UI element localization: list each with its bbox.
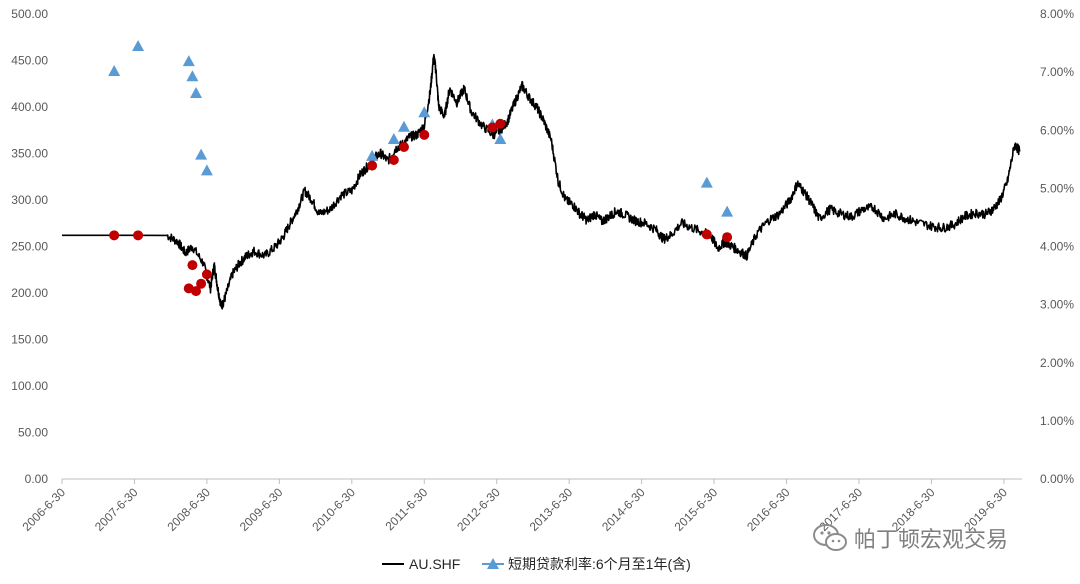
x-tick-label: 2014-6-30 [599, 485, 648, 534]
y-right-tick-label: 7.00% [1040, 65, 1074, 79]
event-marker [187, 260, 198, 271]
wechat-icon [813, 524, 847, 551]
rate-point [190, 87, 203, 99]
x-tick-label: 2015-6-30 [672, 485, 721, 534]
x-tick-label: 2009-6-30 [237, 485, 286, 534]
y-right-tick-label: 1.00% [1040, 414, 1074, 428]
y-left-tick-label: 500.00 [11, 7, 48, 21]
rate-point [195, 148, 208, 160]
x-tick-label: 2010-6-30 [309, 485, 358, 534]
x-tick-label: 2016-6-30 [744, 485, 793, 534]
y-left-tick-label: 0.00 [25, 472, 49, 486]
y-right-tick-label: 6.00% [1040, 123, 1074, 137]
rate-point [108, 64, 121, 76]
y-right-tick-label: 5.00% [1040, 181, 1074, 195]
rate-point [182, 55, 195, 67]
event-marker [133, 230, 144, 241]
watermark-text: 帕丁顿宏观交易 [854, 528, 1009, 553]
watermark: 帕丁顿宏观交易 [812, 522, 1008, 554]
y-left-tick-label: 50.00 [18, 426, 48, 440]
rate-point [700, 176, 713, 188]
y-right-tick-label: 0.00% [1040, 472, 1074, 486]
legend-rate-label: 短期贷款利率:6个月至1年(含) [508, 556, 691, 572]
rate-point [132, 39, 145, 51]
rate-point [366, 149, 379, 161]
y-right-tick-label: 3.00% [1040, 298, 1074, 312]
y-left-tick-label: 150.00 [11, 333, 48, 347]
event-marker [196, 278, 207, 289]
rate-point [721, 205, 734, 217]
rate-point [397, 120, 410, 132]
rate-point [186, 70, 199, 82]
y-left-tick-label: 100.00 [11, 379, 48, 393]
x-tick-label: 2011-6-30 [382, 485, 430, 533]
rate-point [200, 164, 213, 176]
axes: 0.00 50.00 100.00 150.00 200.00 250.00 300.00 3… [11, 7, 1074, 534]
event-marker [495, 118, 506, 129]
rate-point [494, 132, 507, 144]
y-right-tick-label: 4.00% [1040, 240, 1074, 254]
rate-point [418, 106, 431, 118]
y-left-tick-label: 450.00 [11, 54, 48, 68]
event-marker [701, 229, 712, 240]
x-tick-label: 2007-6-30 [92, 485, 141, 534]
event-marker [419, 129, 430, 140]
event-marker [191, 286, 202, 297]
x-tick-label: 2008-6-30 [164, 485, 213, 534]
event-marker [388, 155, 399, 166]
event-markers [109, 118, 733, 297]
event-marker [722, 232, 733, 243]
y-right-tick-label: 2.00% [1040, 356, 1074, 370]
event-marker [367, 160, 378, 171]
x-tick-label: 2013-6-30 [527, 485, 576, 534]
event-marker [201, 269, 212, 280]
x-tick-label: 2012-6-30 [454, 485, 503, 534]
au-shf-line [62, 53, 1021, 310]
y-left-tick-label: 400.00 [11, 100, 48, 114]
legend: AU.SHF 短期贷款利率:6个月至1年(含) [382, 556, 691, 572]
au-shf-series [62, 53, 1021, 310]
event-marker [487, 122, 498, 133]
rate-point [387, 132, 400, 144]
y-left-tick-label: 350.00 [11, 147, 48, 161]
y-right-tick-label: 8.00% [1040, 7, 1074, 21]
x-tick-label: 2006-6-30 [20, 485, 69, 534]
y-left-tick-label: 200.00 [11, 286, 48, 300]
y-left-tick-label: 300.00 [11, 193, 48, 207]
event-marker [398, 141, 409, 152]
event-marker [109, 230, 120, 241]
legend-au-label: AU.SHF [409, 556, 460, 572]
y-left-tick-label: 250.00 [11, 240, 48, 254]
legend-rate-marker [487, 558, 499, 569]
